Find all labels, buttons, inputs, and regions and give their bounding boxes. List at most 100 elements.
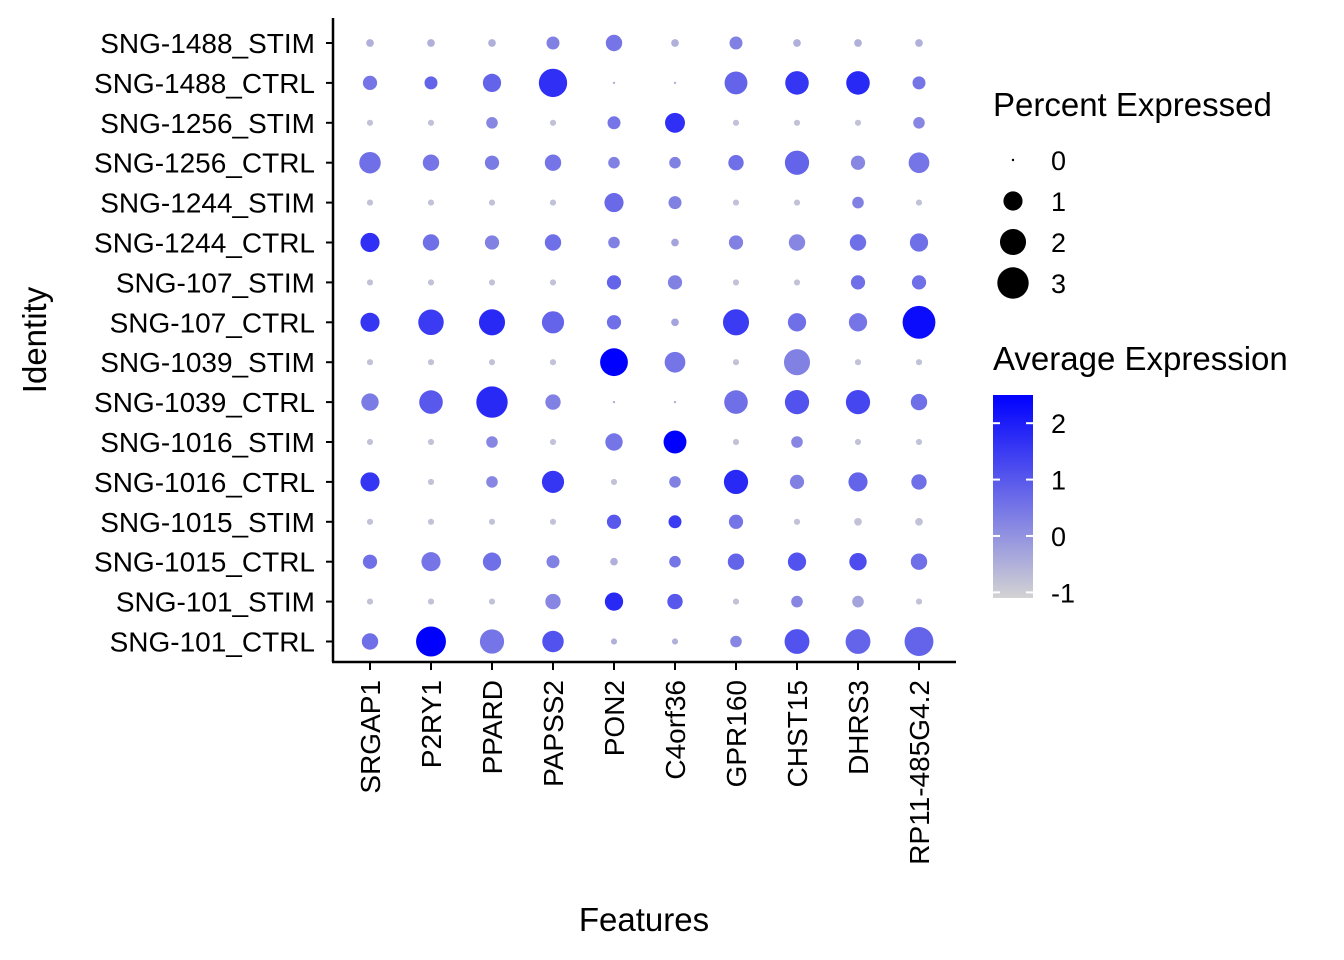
dot [673,81,677,85]
dot [427,598,435,605]
dot [854,39,862,47]
dot [427,199,435,206]
dot [784,389,810,415]
dot [722,309,750,336]
dot [854,359,862,366]
dot [791,595,803,608]
dot [608,156,620,169]
dot [360,312,380,332]
dot [545,593,561,610]
dot [669,555,681,568]
dot [549,438,557,446]
dots-layer [359,34,936,657]
dot [422,234,440,251]
dot [484,155,500,170]
y-tick-label: SNG-107_CTRL [110,307,315,338]
dot [366,438,374,446]
color-legend-label: 2 [1051,409,1066,439]
y-tick-label: SNG-1488_CTRL [94,68,315,99]
dot [482,552,502,571]
dot [668,515,682,529]
y-tick-label: SNG-1039_STIM [100,347,315,378]
y-tick-label: SNG-1488_STIM [100,28,315,59]
size-legend-title: Percent Expressed [993,86,1272,123]
dot [607,116,621,130]
dot [908,152,930,174]
dot [427,478,435,485]
dot [486,117,498,129]
dot [427,39,435,47]
dot [723,469,749,495]
dot [732,119,740,126]
dot [604,193,624,213]
dot [793,518,801,525]
dot [419,390,443,414]
y-ticks: SNG-1488_STIM SNG-1488_CTRL SNG-1256_STIM S… [94,28,333,658]
dot [793,39,801,47]
dot [486,476,498,488]
dot [789,474,805,490]
size-legend-dot [1003,191,1023,211]
dot [605,34,623,52]
dot [787,552,807,571]
dot [854,119,862,126]
dot [418,309,444,336]
dot [612,81,616,85]
dot [482,73,502,93]
y-tick-label: SNG-1016_CTRL [94,467,315,498]
dot [549,119,557,126]
dot [541,470,565,494]
size-legend-dot [999,228,1027,256]
dot [427,359,435,366]
dot [728,514,744,529]
plot-area: SNG-1488_STIM SNG-1488_CTRL SNG-1256_STIM S… [94,18,956,865]
dot [608,236,620,249]
size-legend: Percent Expressed 0 1 2 3 [993,86,1272,299]
dot [904,627,934,656]
dot [911,474,927,490]
dot [728,235,744,250]
dot [788,234,806,251]
x-tick-label: PPARD [477,680,508,774]
dot [541,311,565,334]
dot [915,359,923,366]
dot [668,196,682,210]
dot [549,279,557,286]
dot [724,390,748,414]
dot [849,553,867,571]
dot [362,554,378,569]
dot [549,199,557,206]
size-legend-label: 3 [1051,269,1066,299]
x-axis-title: Features [579,901,709,938]
dot [852,595,864,608]
dot [732,359,740,366]
dot [671,638,679,645]
dot [360,232,380,253]
dot [854,438,862,446]
size-legend-label: 1 [1051,187,1066,217]
dot [915,39,923,47]
dot [848,472,868,492]
x-tick-label: SRGAP1 [355,680,386,794]
dot [610,557,618,566]
x-tick-label: GPR160 [721,680,752,787]
dot [360,472,380,492]
y-tick-label: SNG-1016_STIM [100,427,315,458]
dot [663,430,687,454]
dot [427,518,435,525]
size-legend-dot [1011,158,1015,162]
dot [359,151,381,174]
dot [727,553,745,570]
dot [488,518,496,525]
dot [416,626,446,657]
dot [793,199,801,206]
dot [665,112,685,133]
dot [671,318,679,327]
x-tick-label: P2RY1 [416,680,447,768]
dot [912,76,926,90]
dot [544,154,562,171]
dot [544,234,562,251]
dot [366,279,374,286]
dot [850,155,866,170]
size-legend-label: 2 [1051,228,1066,258]
